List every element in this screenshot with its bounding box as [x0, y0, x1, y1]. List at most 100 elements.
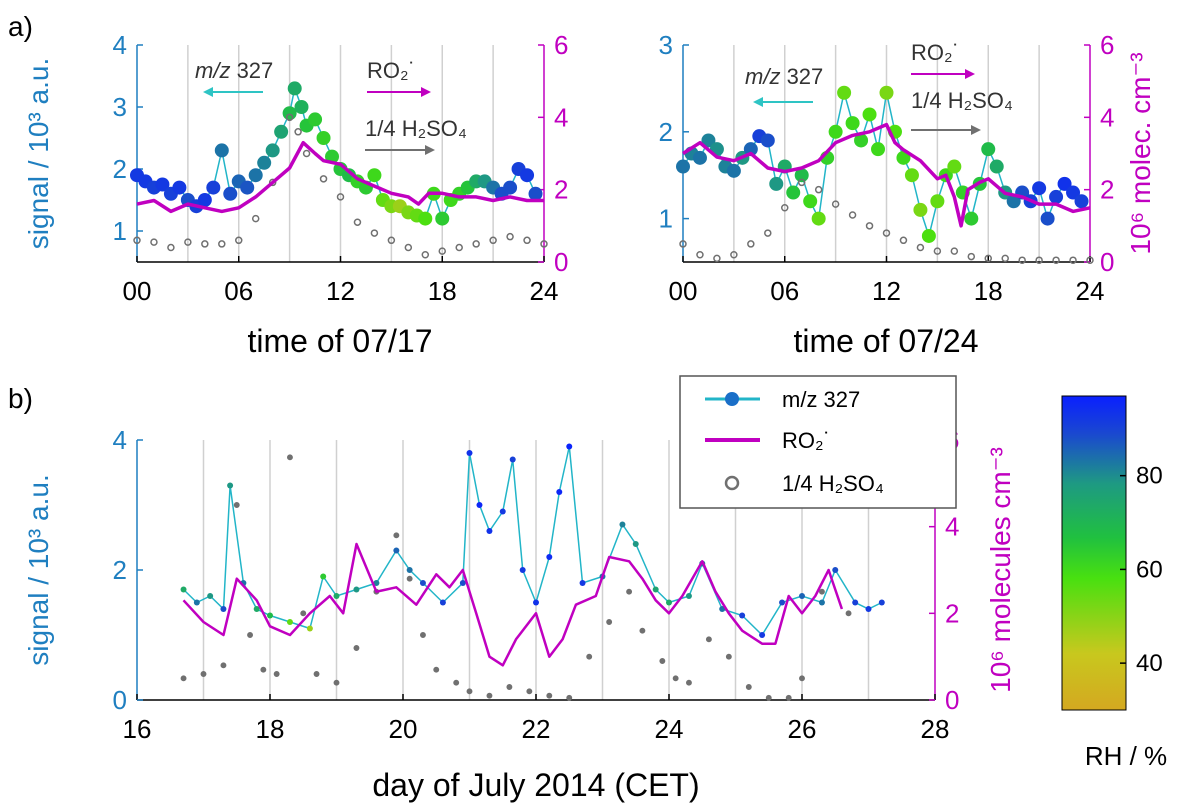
y-axis-left-label: signal / 10³ a.u.	[23, 474, 54, 665]
panel-label-a: a)	[8, 11, 33, 42]
h2so4-point	[696, 251, 704, 259]
x-tick-label: 12	[872, 276, 901, 306]
mz-point	[811, 211, 826, 226]
x-tick-label: 22	[522, 714, 551, 744]
mz-point	[294, 100, 309, 114]
h2so4-point	[725, 653, 732, 660]
h2so4-point	[353, 218, 362, 226]
mz-point	[739, 612, 746, 619]
arrow-gray-head	[971, 125, 981, 135]
h2so4-point	[639, 627, 646, 634]
colorbar-gradient	[1061, 395, 1127, 711]
mz-point	[760, 133, 775, 148]
mz-point	[769, 176, 784, 191]
mz-point	[837, 85, 852, 100]
h2so4-point	[950, 247, 959, 255]
h2so4-point	[268, 178, 277, 187]
h2so4-point	[546, 692, 553, 699]
h2so4-point	[781, 204, 789, 212]
h2so4-point	[764, 229, 772, 237]
ro2-line	[136, 140, 544, 214]
mz-point	[1040, 211, 1055, 226]
mz-point	[579, 580, 586, 586]
h2so4-point	[184, 238, 192, 246]
h2so4-point	[313, 671, 320, 677]
h2so4-point	[831, 200, 840, 208]
mz-point	[743, 142, 758, 157]
mz-point	[528, 186, 543, 201]
h2so4-point	[814, 185, 823, 194]
mz-point	[854, 133, 869, 148]
colorbar: 40 60 80 RH / %	[1061, 395, 1167, 771]
mz-point	[197, 193, 212, 207]
h2so4-point	[200, 671, 207, 677]
h2so4-point	[933, 247, 942, 255]
mz-point	[865, 606, 872, 612]
mz-point	[652, 586, 659, 593]
y-left-tick-label: 4	[113, 30, 127, 60]
h2so4-point	[273, 671, 280, 677]
mz-point	[726, 163, 741, 178]
mz-point	[964, 211, 979, 226]
h2so4-point	[486, 692, 493, 699]
mz-point	[503, 180, 518, 195]
mz-point	[692, 150, 707, 165]
h2so4-point	[506, 684, 513, 690]
mz-point	[320, 573, 327, 580]
h2so4-point	[1086, 256, 1094, 264]
mz-point	[253, 606, 260, 612]
mz-point	[921, 228, 936, 243]
mz-point	[828, 124, 843, 139]
mz-point	[566, 443, 573, 450]
h2so4-point	[586, 653, 593, 660]
h2so4-point	[180, 675, 187, 682]
h2so4-point	[1035, 256, 1043, 264]
h2so4-point	[294, 128, 302, 136]
x-tick-label: 18	[256, 714, 285, 744]
mz-point	[265, 143, 280, 158]
y-right-tick-label: 0	[554, 247, 568, 277]
h2so4-point	[404, 243, 413, 252]
h2so4-point	[506, 232, 514, 241]
mz-point	[878, 599, 885, 606]
mz-point	[845, 116, 860, 131]
mz-point	[466, 450, 473, 456]
mz-point	[206, 180, 221, 195]
mz-point	[248, 168, 263, 183]
mz-point	[418, 211, 433, 226]
mz-point	[803, 194, 818, 209]
mz-point	[862, 107, 877, 122]
legend-mz-marker	[725, 392, 739, 406]
y-left-tick-label: 3	[113, 92, 127, 122]
x-tick-label: 18	[428, 276, 457, 306]
mz-point	[1049, 189, 1064, 204]
x-tick-label: 06	[770, 276, 799, 306]
colorbar-label: RH / %	[1085, 741, 1167, 771]
y-left-tick-label: 2	[113, 154, 127, 184]
mz-point	[180, 586, 187, 593]
h2so4-point	[319, 175, 328, 183]
x-tick-label: 06	[224, 276, 253, 306]
mz-point	[546, 554, 553, 560]
colorbar-ticks: 40 60 80	[1120, 463, 1163, 677]
h2so4-point	[420, 632, 426, 638]
y-right-tick-label: 2	[1100, 175, 1114, 205]
mz-point	[333, 593, 340, 599]
y-left-tick-label: 4	[113, 425, 127, 455]
x-tick-label: 00	[669, 276, 698, 306]
h2so4-point	[566, 694, 573, 701]
mz-point	[353, 586, 360, 593]
x-tick-label: 12	[326, 276, 355, 306]
h2so4-point	[421, 251, 430, 259]
legend-ro2-label: RO₂˙	[782, 428, 831, 453]
h2so4-point	[433, 666, 440, 673]
mz-point	[459, 580, 466, 586]
h2so4-point	[333, 679, 340, 686]
y-right-tick-label: 2	[554, 175, 568, 205]
mz-point	[989, 159, 1004, 174]
mz-point	[316, 131, 331, 145]
h2so4-point	[1018, 256, 1026, 264]
h2so4-point	[353, 645, 360, 651]
